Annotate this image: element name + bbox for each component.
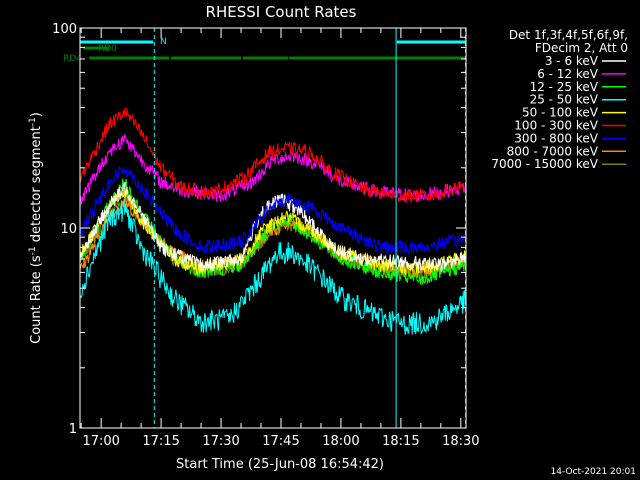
chart-title: RHESSI Count Rates [206,3,357,21]
bar-rd0-segment-0 [83,46,110,50]
x-tick-label-3: 17:45 [262,434,299,449]
bar-rd4-segment-1 [171,56,242,60]
y-tick-label-0: 1 [69,422,77,437]
bar-n-segment-1 [396,40,466,44]
x-tick-label-6: 18:30 [442,434,479,449]
legend-label-7: 800 - 7000 keV [507,144,599,158]
legend-header-line-1: Det 1f,3f,4f,5f,6f,9f, [509,28,628,42]
y-tick-label-1: 10 [60,222,77,237]
x-tick-label-0: 17:00 [82,434,119,449]
y-axis-label: Count Rate (s-1 detector segment-1) [28,112,44,344]
series-layer [79,107,467,336]
bar-n-segment-0 [80,40,154,44]
legend-label-6: 300 - 800 keV [514,131,598,145]
axes: 1 10 100 17:00 17:15 17:30 17:45 18:00 18:15 18:3… [52,22,479,449]
legend-label-0: 3 - 6 keV [545,54,599,68]
legend-label-5: 100 - 300 keV [514,119,598,133]
x-tick-label-2: 17:30 [202,434,239,449]
y-tick-label-2: 100 [52,22,77,37]
legend-label-8: 7000 - 15000 keV [491,157,598,171]
x-tick-label-4: 18:00 [322,434,359,449]
legend-label-1: 6 - 12 keV [537,67,599,81]
legend: Det 1f,3f,4f,5f,6f,9f, FDecim 2, Att 0 3… [491,28,628,171]
legend-label-4: 50 - 100 keV [522,106,599,120]
legend-header-line-2: FDecim 2, Att 0 [535,41,628,55]
legend-label-2: 12 - 25 keV [530,80,599,94]
series-line-3 [79,198,467,336]
attenuator-bars: N RD0 RD4 [63,37,466,64]
bar-rd4-segment-2 [243,56,289,60]
bar-label-n: N [160,37,167,47]
x-axis-label: Start Time (25-Jun-08 16:54:42) [176,457,384,472]
legend-label-3: 25 - 50 keV [530,93,599,107]
x-tick-label-5: 18:15 [382,434,419,449]
series-line-0 [79,181,467,273]
series-line-6 [79,165,467,256]
bar-rd4-segment-3 [288,56,466,60]
bar-label-rd0: RD0 [98,44,117,54]
bar-label-rd4: RD4 [63,54,82,64]
x-tick-label-1: 17:15 [142,434,179,449]
series-line-5 [79,107,467,205]
bar-rd4-segment-0 [89,56,170,60]
footer-date: 14-Oct-2021 20:01 [551,467,636,477]
